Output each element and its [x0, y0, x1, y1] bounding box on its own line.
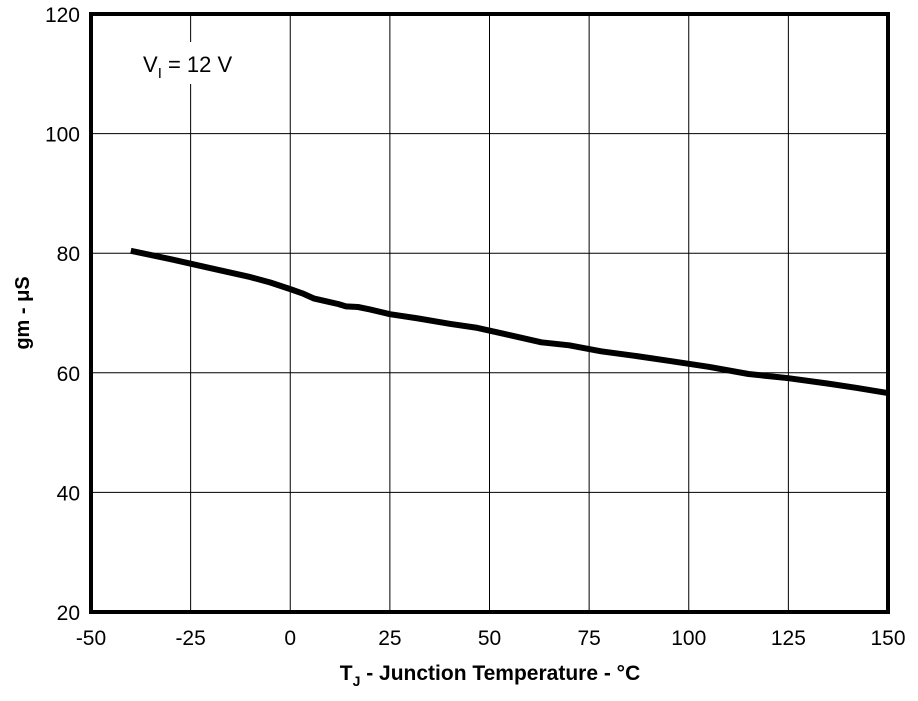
x-tick-label: 125: [771, 627, 806, 650]
grid-lines: [90, 13, 889, 613]
x-tick-label: 100: [671, 627, 706, 650]
y-tick-label: 40: [57, 482, 80, 505]
y-tick-label: 100: [45, 124, 80, 147]
x-tick-label: -25: [175, 627, 205, 650]
y-tick-label: 120: [45, 4, 80, 27]
y-tick-label: 60: [57, 363, 80, 386]
plot-frame: [89, 12, 890, 614]
y-tick-label: 80: [57, 243, 80, 266]
x-tick-label: 50: [478, 627, 501, 650]
y-tick-labels: 20 40 60 80 100 120: [45, 4, 80, 625]
y-tick-label: 20: [57, 602, 80, 625]
x-tick-label: -50: [76, 627, 106, 650]
x-tick-label: 150: [870, 627, 905, 650]
annotation-box: VI = 12 V: [133, 42, 245, 84]
series-layer: [130, 247, 889, 397]
annotation-label: VI = 12 V: [143, 52, 233, 82]
series-line-gm: [130, 247, 889, 397]
x-tick-label: 75: [577, 627, 600, 650]
x-tick-labels: -50 -25 0 25 50 75 100 125 150: [76, 627, 906, 650]
y-axis-title: gm - μS: [12, 276, 34, 349]
x-tick-label: 25: [378, 627, 401, 650]
x-axis-title: TJ - Junction Temperature - °C: [340, 662, 641, 689]
x-tick-label: 0: [284, 627, 296, 650]
